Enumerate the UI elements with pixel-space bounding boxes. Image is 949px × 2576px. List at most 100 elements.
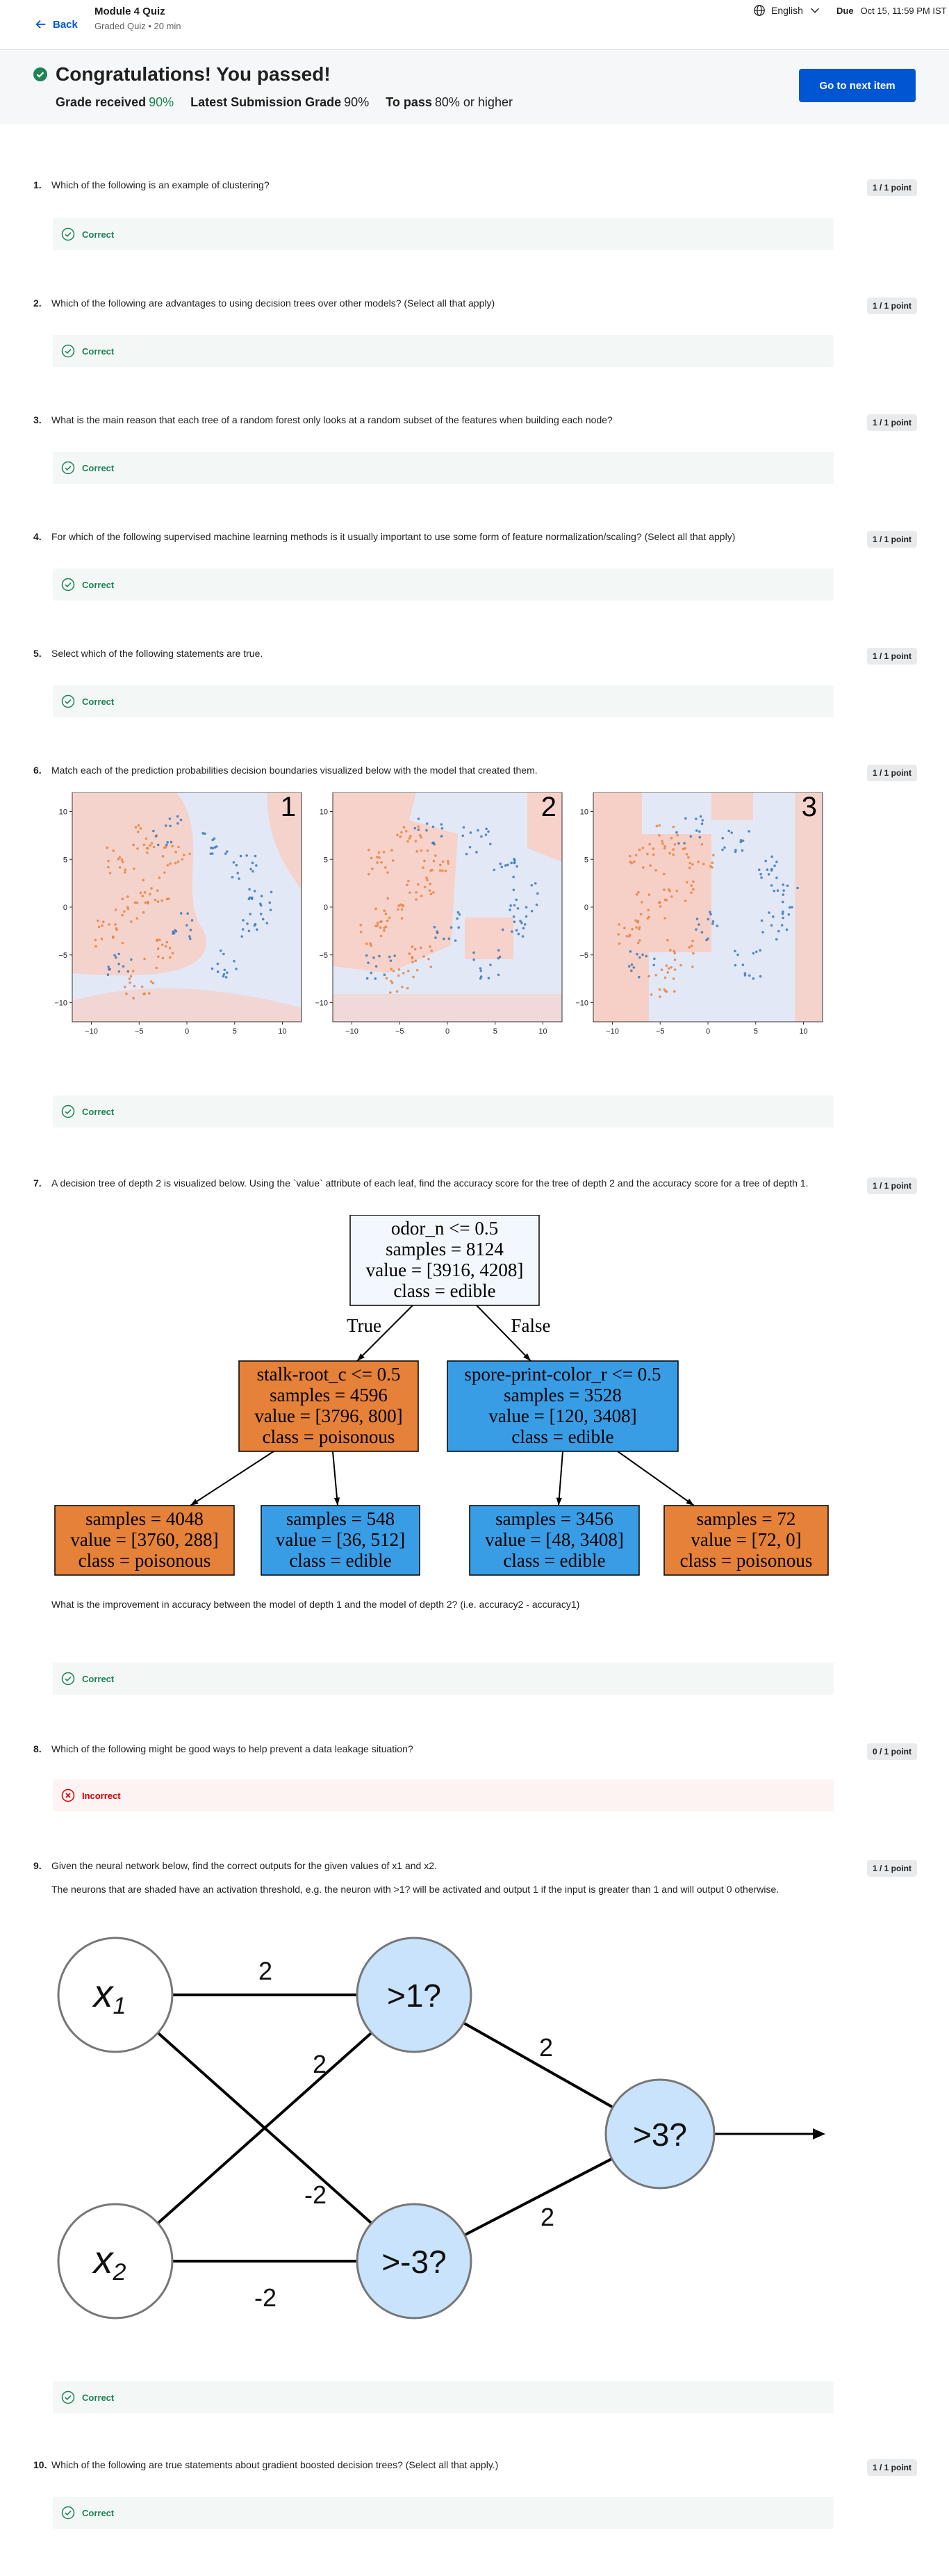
scatter-point bbox=[158, 877, 161, 879]
scatter-point bbox=[177, 845, 180, 849]
scatter-point bbox=[434, 936, 437, 939]
scatter-point bbox=[766, 868, 769, 871]
scatter-point bbox=[673, 968, 677, 971]
scatter-point bbox=[520, 921, 523, 924]
scatter-point bbox=[670, 895, 673, 898]
scatter-point bbox=[685, 881, 688, 883]
back-button[interactable]: Back bbox=[35, 18, 78, 31]
scatter-point bbox=[637, 890, 640, 894]
x-tick-label: 10 bbox=[278, 1027, 286, 1036]
scatter-point bbox=[629, 950, 632, 953]
scatter-point bbox=[399, 903, 402, 906]
scatter-point bbox=[666, 938, 669, 942]
neuron-circle bbox=[356, 2203, 472, 2320]
scatter-point bbox=[423, 859, 426, 863]
scatter-point bbox=[176, 822, 179, 825]
scatter-point bbox=[164, 824, 167, 827]
scatter-point bbox=[154, 898, 157, 902]
scatter-point bbox=[415, 850, 419, 853]
scatter-point bbox=[171, 952, 174, 955]
scatter-point bbox=[114, 908, 117, 911]
scatter-point bbox=[635, 926, 638, 929]
question-number: 4. bbox=[33, 531, 42, 542]
tree-node-line: value = [3760, 288] bbox=[70, 1529, 218, 1550]
scatter-point bbox=[150, 842, 154, 845]
scatter-point bbox=[676, 833, 679, 837]
scatter-point bbox=[251, 861, 254, 865]
question-number: 5. bbox=[33, 648, 42, 659]
scatter-point bbox=[456, 911, 460, 914]
scatter-point bbox=[741, 839, 745, 842]
scatter-point bbox=[226, 971, 229, 975]
scatter-point bbox=[786, 884, 789, 888]
scatter-point bbox=[211, 967, 214, 970]
feedback-correct: Correct bbox=[53, 685, 834, 717]
scatter-point bbox=[156, 947, 160, 950]
scatter-point bbox=[661, 842, 664, 845]
scatter-point bbox=[427, 957, 430, 961]
scatter-point bbox=[631, 927, 634, 931]
check-circle-icon bbox=[33, 67, 47, 81]
score-badge: 1 / 1 point bbox=[867, 531, 917, 548]
scatter-point bbox=[498, 955, 502, 959]
scatter-point bbox=[748, 830, 750, 833]
scatter-point bbox=[443, 937, 445, 940]
scatter-point bbox=[420, 849, 423, 852]
scatter-point bbox=[456, 917, 459, 920]
scatter-point bbox=[232, 861, 236, 864]
scatter-point bbox=[248, 888, 251, 891]
scatter-point bbox=[133, 901, 137, 904]
scatter-point bbox=[125, 993, 128, 995]
neuron-label: >-3? bbox=[381, 2244, 446, 2280]
scatter-point bbox=[743, 972, 747, 975]
tree-node-line: class = edible bbox=[511, 1426, 613, 1447]
scatter-point bbox=[660, 968, 663, 971]
scatter-point bbox=[417, 817, 420, 820]
scatter-point bbox=[509, 904, 512, 907]
scatter-point bbox=[636, 941, 640, 945]
next-item-button[interactable]: Go to next item bbox=[799, 69, 916, 102]
chevron-down-icon bbox=[811, 8, 819, 13]
scatter-point bbox=[261, 918, 265, 921]
feedback-label: Correct bbox=[82, 1673, 115, 1684]
tree-node-line: value = [3796, 800] bbox=[254, 1405, 402, 1426]
x-tick-label: 0 bbox=[185, 1027, 189, 1036]
feedback-correct: Correct bbox=[53, 2381, 834, 2413]
tree-node-line: samples = 3528 bbox=[504, 1385, 622, 1405]
plot-panel: 3 10 5 0 −5 −10 −10 −5 0 5 10 bbox=[575, 792, 823, 1036]
scatter-point bbox=[169, 824, 172, 828]
x-tick-label: −10 bbox=[85, 1027, 98, 1036]
scatter-point bbox=[406, 840, 409, 843]
scatter-point bbox=[497, 973, 500, 977]
scatter-point bbox=[759, 872, 762, 876]
language-selector[interactable]: English bbox=[753, 4, 821, 17]
tree-edge-arrowhead bbox=[686, 1499, 694, 1506]
scatter-point bbox=[412, 975, 415, 979]
feedback-correct: Correct bbox=[53, 335, 834, 367]
scatter-point bbox=[378, 856, 381, 859]
tree-edge bbox=[190, 1451, 274, 1506]
scatter-point bbox=[661, 840, 663, 843]
scatter-point bbox=[369, 942, 372, 945]
feedback-label: Correct bbox=[82, 579, 115, 590]
scatter-point bbox=[380, 920, 383, 923]
scatter-point bbox=[721, 848, 724, 851]
scatter-point bbox=[139, 891, 142, 895]
x-tick-label: 10 bbox=[538, 1027, 547, 1036]
scatter-point bbox=[641, 847, 645, 849]
scatter-point bbox=[688, 946, 691, 949]
scatter-point bbox=[100, 938, 104, 940]
scatter-point bbox=[397, 968, 401, 971]
scatter-point bbox=[222, 972, 226, 976]
scatter-point bbox=[684, 817, 687, 820]
scatter-point bbox=[144, 901, 147, 904]
neuron-label: >3? bbox=[633, 2117, 687, 2153]
scatter-point bbox=[392, 859, 395, 862]
scatter-point bbox=[525, 906, 528, 908]
scatter-point bbox=[158, 938, 161, 941]
check-circle-outline-icon bbox=[61, 1672, 75, 1686]
decision-boundary-plots: 1 10 5 0 −5 −10 −10 −5 0 5 10 2 10 5 0 −5 −10 −10 −5 0 5 10 3 1… bbox=[54, 792, 823, 1036]
scatter-point bbox=[166, 864, 170, 867]
scatter-point bbox=[117, 970, 121, 973]
